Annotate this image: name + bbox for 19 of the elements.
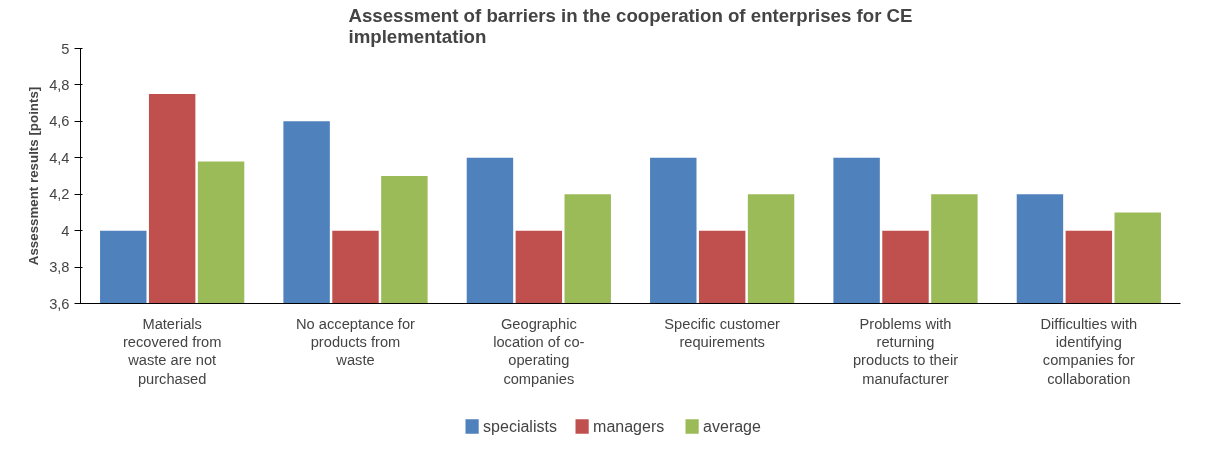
y-tick-label: 4,4: [49, 149, 70, 166]
x-tick-label: Materials recovered from waste are not purchased: [122, 315, 222, 387]
x-tick-label: Geographic location of co-operating companies: [493, 315, 585, 387]
legend-label: managers: [593, 418, 665, 435]
y-tick-label: 4,6: [49, 113, 70, 130]
y-tick-label: 3,6: [49, 295, 70, 312]
chart-title: Assessment of barriers in the cooperation of enterprises for CE implementation: [348, 4, 913, 47]
legend-label: specialists: [483, 418, 557, 435]
legend-label: average: [703, 418, 762, 435]
x-tick-label: No acceptance for products from waste: [296, 315, 416, 369]
x-tick-label: Problems with returning products to their manufacturer: [852, 315, 959, 387]
x-tick-label: Specific customer requirements: [664, 315, 781, 350]
y-tick-label: 4,8: [49, 76, 70, 93]
y-tick-label: 3,8: [49, 259, 70, 276]
x-tick-label: Difficulties with identifying companies for collaboration: [1040, 315, 1138, 387]
y-tick-label: 4,2: [49, 186, 70, 203]
y-tick-label: 5: [61, 40, 70, 57]
y-tick-label: 4: [61, 222, 70, 239]
y-axis-title: Assessment results [points]: [26, 86, 42, 266]
